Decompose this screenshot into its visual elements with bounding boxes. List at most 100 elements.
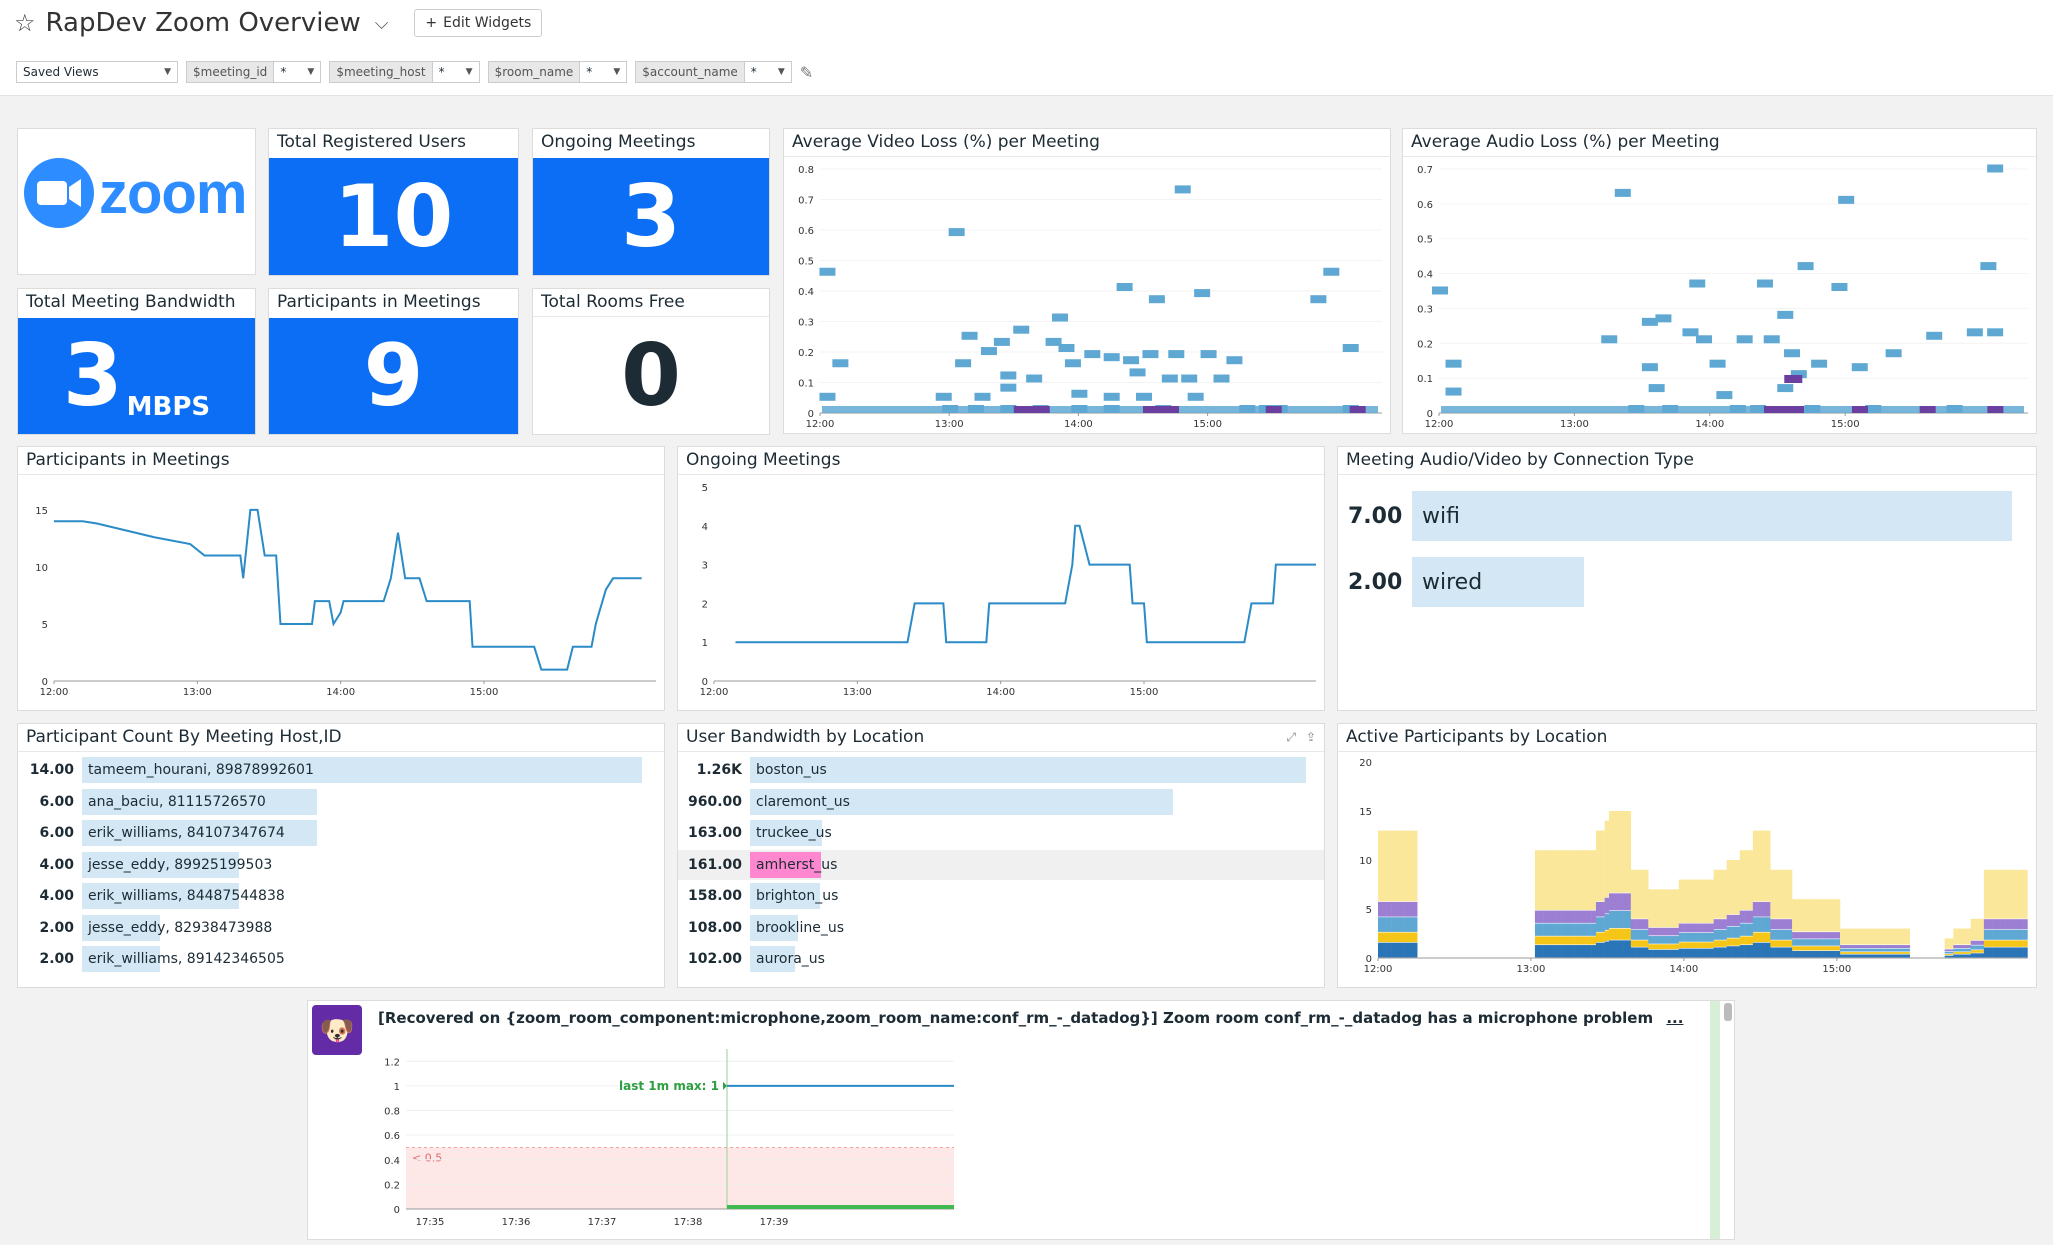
stacked-bar-segment	[1870, 945, 1876, 948]
scrollbar[interactable]	[1724, 1003, 1732, 1021]
stacked-bar-segment	[1691, 948, 1697, 958]
query-value: 3 MBPS	[18, 318, 255, 434]
stacked-bar-segment	[1887, 928, 1893, 945]
stacked-bar-segment	[1700, 879, 1706, 923]
stacked-bar-segment	[1569, 945, 1575, 958]
toplist-value: 2.00	[39, 951, 74, 967]
stacked-bar-segment	[1800, 939, 1806, 946]
stacked-bar-segment	[1600, 932, 1605, 943]
heatmap-cell	[1181, 374, 1198, 383]
x-tick-label: 12:00	[700, 687, 729, 698]
toplist-row[interactable]: 4.00 erik_williams, 84487544838	[18, 881, 664, 911]
stacked-bar-segment	[1622, 910, 1627, 928]
y-tick-label: 4	[702, 522, 708, 533]
stacked-bar-segment	[1595, 932, 1601, 943]
stacked-bar-segment	[1765, 932, 1771, 943]
toplist-row[interactable]: 161.00 amherst_us	[678, 849, 1324, 880]
y-tick-label: 0	[1427, 409, 1433, 420]
stacked-bar-segment	[1652, 949, 1658, 958]
toplist-bar	[82, 914, 161, 941]
toplist-row[interactable]: 1.26K boston_us	[678, 755, 1324, 785]
var-meeting-id[interactable]: $meeting_id * ▼	[186, 61, 322, 83]
stacked-bar-segment	[1818, 950, 1823, 958]
y-tick-label: 0.5	[798, 257, 814, 268]
x-tick-label: 15:00	[470, 687, 499, 698]
stacked-bar-segment	[1661, 889, 1666, 928]
stacked-bar-segment	[1534, 923, 1540, 936]
toplist-bar	[82, 788, 318, 815]
toplist-value: 6.00	[39, 825, 74, 841]
stacked-bar-segment	[1587, 945, 1592, 958]
var-room-name[interactable]: $room_name * ▼	[487, 61, 628, 83]
var-meeting-host[interactable]: $meeting_host * ▼	[329, 61, 480, 83]
edit-widgets-button[interactable]: + Edit Widgets	[414, 9, 543, 37]
caret-down-icon: ▼	[777, 67, 785, 77]
stacked-bar-segment	[2023, 929, 2028, 940]
heatmap-cell	[980, 347, 997, 356]
var-account-name[interactable]: $account_name * ▼	[635, 61, 792, 83]
stacked-bar-segment	[1534, 910, 1540, 923]
star-icon[interactable]: ☆	[14, 9, 36, 37]
y-tick-label: 0.8	[798, 165, 814, 176]
monitor-title[interactable]: [Recovered on {zoom_room_component:micro…	[378, 1009, 1654, 1027]
stacked-bar-segment	[1635, 919, 1640, 930]
toplist-row[interactable]: 158.00 brighton_us	[678, 881, 1324, 911]
heatmap-cell	[1756, 279, 1773, 288]
stacked-bar-segment	[1561, 850, 1566, 910]
stacked-bar-segment	[1905, 928, 1911, 945]
toplist-row[interactable]: 6.00 erik_williams, 84107347674	[18, 818, 664, 848]
stacked-bar-segment	[1752, 932, 1758, 943]
toplist-row[interactable]: 2.00 jesse_eddy, 82938473988	[18, 913, 664, 943]
stacked-bar-segment	[1992, 869, 1998, 919]
more-link[interactable]: ...	[1666, 1009, 1684, 1027]
value: 0	[621, 326, 681, 426]
x-tick-label: 15:00	[1193, 419, 1222, 430]
toplist-row[interactable]: 6.00 ana_baciu, 81115726570	[18, 787, 664, 817]
stacked-bar-segment	[1547, 850, 1553, 910]
export-icon[interactable]: ⇪	[1305, 730, 1316, 744]
stacked-bar-segment	[1382, 830, 1387, 902]
stacked-bar-segment	[1652, 889, 1658, 928]
stacked-bar-segment	[1962, 952, 1967, 954]
toplist-row[interactable]: 960.00 claremont_us	[678, 787, 1324, 817]
expand-icon[interactable]: ⤢	[1286, 730, 1296, 744]
connection-row[interactable]: 7.00 wifi	[1348, 491, 2012, 541]
stacked-bar-segment	[1962, 948, 1967, 952]
stacked-bar-segment	[1792, 950, 1797, 958]
stacked-bar-segment	[1609, 940, 1614, 958]
stacked-bar-segment	[1805, 899, 1810, 932]
stacked-bar-segment	[2010, 869, 2015, 919]
toplist-row[interactable]: 163.00 truckee_us	[678, 818, 1324, 848]
pencil-icon[interactable]: ✎	[799, 62, 814, 82]
stacked-bar-segment	[1574, 945, 1579, 958]
stacked-bar-segment	[1691, 942, 1697, 948]
stacked-bar-segment	[1975, 953, 1980, 958]
toplist-row[interactable]: 108.00 brookline_us	[678, 913, 1324, 943]
stacked-bar-segment	[1687, 879, 1693, 923]
chevron-down-icon[interactable]: ⌵	[374, 12, 389, 34]
stacked-bar-segment	[1996, 940, 2002, 947]
toplist-row[interactable]: 4.00 jesse_eddy, 89925199503	[18, 850, 664, 880]
heatmap-baseline	[1441, 406, 2024, 413]
toplist-row[interactable]: 102.00 aurora_us	[678, 944, 1324, 974]
stacked-bar-segment	[1783, 940, 1788, 947]
heatmap-cell	[1763, 335, 1780, 344]
stacked-bar-segment	[1866, 928, 1871, 945]
stacked-bar-segment	[1600, 942, 1605, 958]
stacked-bar-segment	[1609, 811, 1614, 893]
stacked-bar-segment	[1966, 928, 1972, 945]
monitor-chart: < 0.5 0 0.2 0.4 0.6 0.8 1 1.2 17:35 17:36 17:37 17:…	[384, 1049, 954, 1228]
toplist-row[interactable]: 2.00 erik_williams, 89142346505	[18, 944, 664, 974]
toplist-value: 14.00	[29, 762, 74, 778]
value: 10	[333, 166, 454, 267]
stacked-bar-segment	[1412, 932, 1418, 943]
stacked-bar-segment	[1840, 945, 1845, 948]
heatmap-cell	[1323, 267, 1340, 276]
stacked-bar-segment	[1949, 955, 1954, 958]
saved-views-select[interactable]: Saved Views ▼	[16, 61, 178, 83]
toplist-row[interactable]: 14.00 tameem_hourani, 89878992601	[18, 755, 664, 785]
stacked-bar-segment	[1883, 952, 1889, 954]
stacked-bar-segment	[1539, 945, 1544, 958]
stacked-bar-segment	[1861, 948, 1867, 952]
connection-row[interactable]: 2.00 wired	[1348, 557, 1584, 607]
